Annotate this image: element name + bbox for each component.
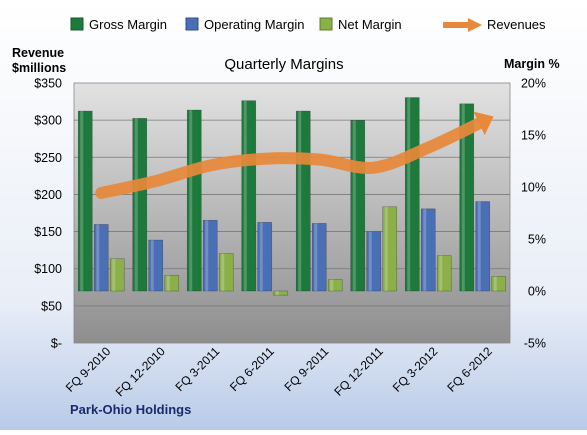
left-axis-label-line2: $millions (12, 61, 66, 75)
bar-net-margin-fq-6-2012 (491, 276, 507, 292)
bar-net-margin-fq-9-2011 (327, 279, 343, 292)
bar-highlight-gross-margin-fq-12-2010 (134, 118, 138, 291)
left-tick-label: $250 (34, 151, 62, 165)
revenue-line-group (95, 111, 494, 199)
right-axis-label: Margin % (504, 57, 560, 71)
revenue-arrow-head (473, 111, 494, 136)
bar-operating-margin-fq-12-2010 (148, 239, 164, 292)
legend: Gross Margin Operating Margin Net Margin… (70, 17, 546, 32)
left-axis-label-line1: Revenue (12, 46, 64, 60)
bar-net-margin-fq-3-2011 (218, 253, 234, 292)
right-tick-label: 0% (528, 285, 546, 299)
bar-gross-margin-fq-3-2012 (404, 97, 420, 292)
bar-highlight-operating-margin-fq-9-2011 (314, 223, 318, 291)
company-name: Park-Ohio Holdings (70, 402, 191, 417)
left-tick-label: $150 (34, 225, 62, 239)
right-tick-label: 15% (521, 129, 546, 143)
bar-gross-margin-fq-12-2010 (132, 118, 148, 292)
bar-highlight-net-margin-fq-6-2011 (275, 291, 279, 296)
bar-highlight-operating-margin-fq-6-2012 (477, 201, 481, 291)
bar-net-margin-fq-12-2010 (164, 275, 180, 292)
bar-operating-margin-fq-3-2012 (420, 208, 436, 292)
bar-highlight-gross-margin-fq-6-2011 (243, 100, 247, 292)
left-tick-label: $50 (41, 299, 62, 313)
bar-operating-margin-fq-6-2012 (475, 201, 491, 292)
bar-highlight-net-margin-fq-3-2012 (439, 255, 443, 291)
bar-highlight-operating-margin-fq-6-2011 (259, 222, 263, 291)
left-tick-label: $- (51, 337, 62, 351)
right-tick-label: 20% (521, 77, 546, 91)
revenue-line (95, 115, 489, 199)
bar-highlight-operating-margin-fq-3-2012 (423, 208, 427, 291)
legend-label-net-margin: Net Margin (338, 17, 402, 32)
bar-highlight-gross-margin-fq-6-2012 (461, 103, 465, 291)
legend-label-gross-margin: Gross Margin (89, 17, 167, 32)
bar-operating-margin-fq-9-2010 (93, 224, 109, 292)
legend-label-operating-margin: Operating Margin (204, 17, 304, 32)
legend-arrow-head (468, 18, 482, 32)
bar-net-margin-fq-12-2011 (382, 206, 398, 292)
bar-highlight-net-margin-fq-9-2010 (112, 258, 116, 291)
right-tick-label: 5% (528, 233, 546, 247)
bar-highlight-net-margin-fq-12-2010 (166, 275, 170, 291)
bar-gross-margin-fq-3-2011 (186, 109, 202, 292)
bar-highlight-gross-margin-fq-3-2011 (189, 110, 193, 291)
bar-operating-margin-fq-3-2011 (202, 219, 218, 292)
left-tick-label: $350 (34, 77, 62, 91)
bar-highlight-gross-margin-fq-9-2011 (298, 111, 302, 291)
legend-swatch-operating-margin (185, 17, 199, 31)
bar-net-margin-fq-6-2011 (273, 290, 289, 296)
bar-operating-margin-fq-12-2011 (366, 231, 382, 292)
bar-highlight-operating-margin-fq-3-2011 (205, 220, 209, 291)
bar-highlight-net-margin-fq-3-2011 (221, 253, 225, 291)
left-tick-label: $200 (34, 188, 62, 202)
bar-highlight-gross-margin-fq-12-2011 (352, 120, 356, 291)
bar-operating-margin-fq-9-2011 (311, 223, 327, 292)
bar-highlight-operating-margin-fq-12-2010 (150, 240, 154, 291)
legend-label-revenues: Revenues (487, 17, 546, 32)
bar-gross-margin-fq-9-2010 (77, 110, 93, 292)
legend-swatch-gross-margin (70, 17, 84, 31)
bar-net-margin-fq-9-2010 (109, 258, 125, 292)
left-tick-label: $300 (34, 114, 62, 128)
bar-highlight-gross-margin-fq-3-2012 (407, 97, 411, 291)
bar-highlight-net-margin-fq-6-2012 (493, 276, 497, 291)
legend-swatch-net-margin (319, 17, 333, 31)
bar-highlight-net-margin-fq-9-2011 (330, 279, 334, 291)
left-axis-ticks: $- $50 $100 $150 $200 $250 $300 $350 (34, 77, 62, 351)
chart-title: Quarterly Margins (224, 56, 343, 73)
bar-gross-margin-fq-6-2011 (241, 100, 257, 292)
right-tick-label: 10% (521, 181, 546, 195)
right-tick-label: -5% (524, 337, 546, 351)
bar-highlight-gross-margin-fq-9-2010 (80, 111, 84, 291)
bar-highlight-net-margin-fq-12-2011 (384, 206, 388, 291)
left-tick-label: $100 (34, 262, 62, 276)
bar-operating-margin-fq-6-2011 (257, 222, 273, 292)
bar-net-margin-fq-3-2012 (436, 255, 452, 292)
bar-highlight-operating-margin-fq-9-2010 (96, 224, 100, 291)
bar-highlight-operating-margin-fq-12-2011 (368, 231, 372, 291)
right-axis-ticks: -5% 0% 5% 10% 15% 20% (521, 77, 546, 351)
bar-gross-margin-fq-6-2012 (459, 103, 475, 292)
